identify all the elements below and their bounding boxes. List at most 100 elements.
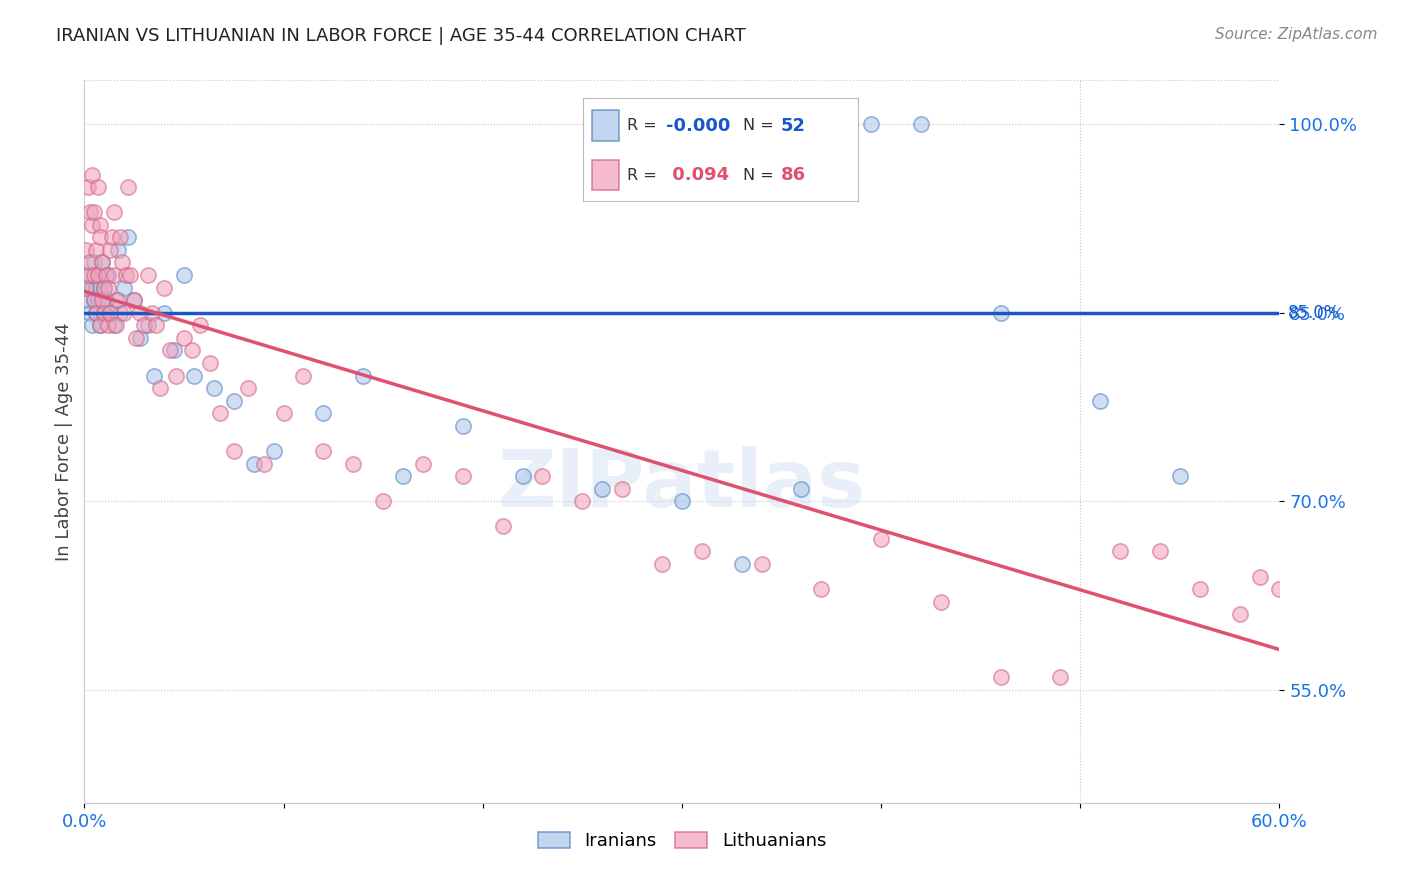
- Point: [1288, 557, 1310, 571]
- Point: [342, 457, 364, 471]
- Point: [242, 457, 264, 471]
- Point: [273, 406, 295, 420]
- Point: [98, 306, 121, 320]
- Point: [98, 306, 121, 320]
- Point: [93, 306, 115, 320]
- Point: [97, 268, 120, 282]
- Point: [512, 469, 534, 483]
- Point: [79, 205, 101, 219]
- Point: [153, 280, 176, 294]
- Point: [136, 268, 159, 282]
- Point: [75, 243, 97, 257]
- Point: [181, 343, 204, 358]
- Point: [1348, 582, 1371, 597]
- Point: [451, 469, 474, 483]
- Point: [492, 519, 515, 533]
- Point: [990, 670, 1012, 684]
- Point: [1308, 557, 1330, 571]
- Point: [77, 180, 100, 194]
- Point: [373, 494, 395, 508]
- Point: [159, 343, 181, 358]
- Point: [83, 268, 105, 282]
- Point: [183, 368, 205, 383]
- Point: [82, 168, 104, 182]
- Point: [531, 469, 554, 483]
- Point: [89, 280, 111, 294]
- Point: [1268, 582, 1291, 597]
- Text: N =: N =: [742, 119, 779, 133]
- Point: [89, 218, 111, 232]
- Point: [105, 318, 128, 333]
- Point: [731, 557, 754, 571]
- Point: [165, 368, 187, 383]
- Point: [111, 255, 134, 269]
- Point: [83, 205, 105, 219]
- Point: [263, 444, 285, 458]
- Text: R =: R =: [627, 168, 662, 183]
- Point: [1229, 607, 1251, 622]
- Point: [860, 117, 883, 131]
- Point: [87, 268, 110, 282]
- Point: [86, 306, 108, 320]
- Point: [591, 482, 613, 496]
- Point: [136, 318, 159, 333]
- Point: [86, 306, 108, 320]
- Point: [103, 318, 125, 333]
- Point: [107, 243, 129, 257]
- Point: [87, 293, 110, 308]
- Point: [97, 318, 120, 333]
- Point: [83, 293, 105, 308]
- Text: R =: R =: [627, 119, 662, 133]
- Point: [236, 381, 259, 395]
- Point: [117, 180, 139, 194]
- Point: [112, 280, 135, 294]
- Bar: [592, 160, 619, 190]
- Point: [352, 368, 374, 383]
- Point: [222, 393, 245, 408]
- Point: [79, 268, 101, 282]
- Point: [89, 318, 111, 333]
- Point: [91, 255, 114, 269]
- Point: [86, 280, 108, 294]
- Point: [870, 532, 893, 546]
- Point: [115, 268, 138, 282]
- Point: [1149, 544, 1171, 558]
- Point: [120, 268, 142, 282]
- Point: [143, 368, 166, 383]
- Point: [312, 444, 335, 458]
- Point: [105, 293, 128, 308]
- Point: [671, 494, 693, 508]
- Bar: [592, 111, 619, 141]
- Point: [571, 494, 593, 508]
- Point: [122, 293, 145, 308]
- Point: [208, 406, 231, 420]
- Point: [651, 557, 673, 571]
- Point: [79, 255, 101, 269]
- Point: [89, 318, 111, 333]
- Point: [990, 306, 1012, 320]
- Point: [612, 482, 634, 496]
- Point: [173, 331, 195, 345]
- Point: [96, 268, 118, 282]
- Point: [1329, 582, 1351, 597]
- Point: [98, 243, 121, 257]
- Point: [82, 318, 104, 333]
- Point: [1249, 569, 1271, 583]
- Legend: Iranians, Lithuanians: Iranians, Lithuanians: [529, 822, 835, 859]
- Point: [77, 268, 100, 282]
- Text: ZIPatlas: ZIPatlas: [498, 446, 866, 524]
- Point: [93, 280, 115, 294]
- Point: [117, 230, 139, 244]
- Point: [392, 469, 415, 483]
- Point: [91, 293, 114, 308]
- Text: 86: 86: [780, 166, 806, 184]
- Point: [79, 306, 101, 320]
- Point: [87, 180, 110, 194]
- Point: [86, 243, 108, 257]
- Point: [112, 306, 135, 320]
- Point: [103, 205, 125, 219]
- Point: [141, 306, 163, 320]
- Point: [103, 268, 125, 282]
- Y-axis label: In Labor Force | Age 35-44: In Labor Force | Age 35-44: [55, 322, 73, 561]
- Point: [810, 582, 832, 597]
